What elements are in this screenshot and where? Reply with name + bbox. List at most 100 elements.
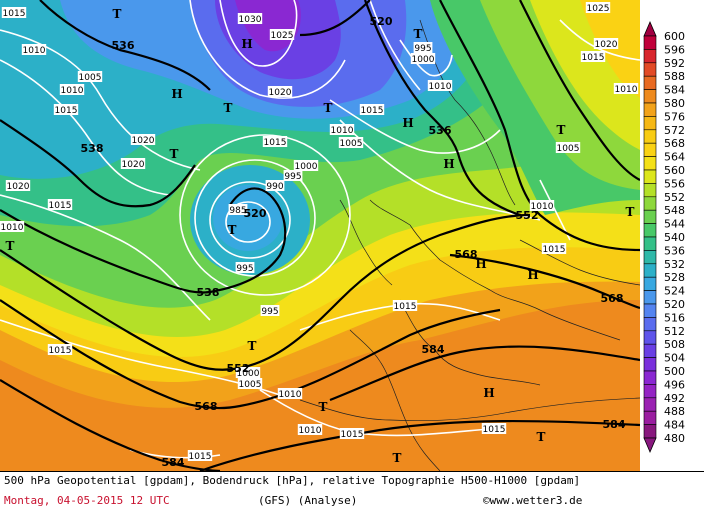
- legend-swatch: [643, 183, 657, 198]
- legend-value: 544: [664, 218, 685, 231]
- legend-labels: 6005965925885845805765725685645605565525…: [664, 30, 685, 445]
- legend-value: 536: [664, 244, 685, 257]
- footer-model: (GFS) (Analyse): [258, 494, 358, 507]
- isobar-label: 1020: [5, 180, 31, 192]
- legend-swatch: [643, 142, 657, 157]
- isobar-label: 1015: [541, 243, 567, 255]
- low-pressure-symbol: T: [537, 430, 546, 444]
- isobar-label: 1000: [293, 160, 319, 172]
- legend-value: 568: [664, 137, 685, 150]
- isobar-label: 1015: [47, 199, 73, 211]
- svg-text:1010: 1010: [61, 86, 84, 96]
- isobar-label: 985: [228, 204, 248, 216]
- svg-text:1010: 1010: [1, 223, 24, 233]
- isobar-label: 1015: [481, 423, 507, 435]
- legend-swatch: [643, 357, 657, 372]
- low-pressure-symbol: T: [414, 27, 423, 41]
- legend-value: 596: [664, 43, 685, 56]
- svg-text:1010: 1010: [429, 82, 452, 92]
- legend-value: 580: [664, 97, 685, 110]
- legend-value: 480: [664, 432, 685, 445]
- legend-value: 576: [664, 110, 685, 123]
- legend-swatch: [643, 209, 657, 224]
- isobar-label: 1020: [593, 38, 619, 50]
- contour-label: 538: [197, 286, 220, 299]
- legend-value: 564: [664, 151, 685, 164]
- isobar-label: 1015: [53, 104, 79, 116]
- legend-value: 508: [664, 338, 685, 351]
- legend-swatch: [643, 290, 657, 305]
- isobar-label: 1005: [338, 137, 364, 149]
- contour-label: 584: [603, 418, 626, 431]
- svg-text:1015: 1015: [49, 346, 72, 356]
- isobar-label: 1010: [529, 200, 555, 212]
- svg-text:1010: 1010: [531, 202, 554, 212]
- pressure-centers: T T H H T T H T H T T T T H H T H T T T: [6, 7, 635, 465]
- legend-value: 540: [664, 231, 685, 244]
- low-pressure-symbol: T: [170, 147, 179, 161]
- isobar-labels: 1015 1010 1005 1010 1015 1020 1020 1020 1015 1010…: [0, 2, 639, 462]
- svg-text:995: 995: [284, 172, 301, 182]
- legend-value: 560: [664, 164, 685, 177]
- isobar-label: 1020: [120, 158, 146, 170]
- legend-swatch: [643, 384, 657, 399]
- svg-text:1025: 1025: [587, 4, 610, 14]
- isobar-label: 1000: [235, 367, 261, 379]
- contour-label: 568: [195, 400, 218, 413]
- isobar-label: 1010: [427, 80, 453, 92]
- high-pressure-symbol: H: [483, 386, 494, 400]
- svg-text:1020: 1020: [269, 88, 292, 98]
- svg-text:1020: 1020: [595, 40, 618, 50]
- legend-swatch: [643, 276, 657, 291]
- contour-label: 520: [370, 15, 393, 28]
- legend-value: 556: [664, 177, 685, 190]
- low-pressure-symbol: T: [626, 205, 635, 219]
- isobar-label: 995: [283, 170, 303, 182]
- legend-value: 500: [664, 365, 685, 378]
- svg-text:1020: 1020: [7, 182, 30, 192]
- svg-text:1010: 1010: [331, 126, 354, 136]
- geopotential-contours: [0, 0, 640, 471]
- isobar-label: 1015: [339, 428, 365, 440]
- isobar-label: 1010: [21, 44, 47, 56]
- low-pressure-symbol: T: [324, 101, 333, 115]
- contour-label: 552: [227, 362, 250, 375]
- high-pressure-symbol: H: [171, 87, 182, 101]
- legend-swatch: [643, 169, 657, 184]
- legend-swatch: [643, 129, 657, 144]
- legend-value: 532: [664, 258, 685, 271]
- legend-value: 552: [664, 191, 685, 204]
- legend-value: 520: [664, 298, 685, 311]
- legend-swatch: [643, 102, 657, 117]
- legend-swatch: [643, 49, 657, 64]
- footer: 500 hPa Geopotential [gpdam], Bodendruck…: [0, 471, 704, 513]
- legend-swatch: [643, 370, 657, 385]
- coastlines: [299, 19, 640, 471]
- isobar-label: 1010: [613, 83, 639, 95]
- isobar-label: 990: [265, 180, 285, 192]
- svg-text:1005: 1005: [340, 139, 363, 149]
- low-pressure-symbol: T: [393, 451, 402, 465]
- weather-map: 1015 1010 1005 1010 1015 1020 1020 1020 1015 1010…: [0, 0, 640, 471]
- legend-value: 528: [664, 271, 685, 284]
- svg-text:995: 995: [414, 44, 431, 54]
- svg-text:1015: 1015: [394, 302, 417, 312]
- svg-text:1005: 1005: [557, 144, 580, 154]
- svg-text:1015: 1015: [189, 452, 212, 462]
- svg-text:1010: 1010: [279, 390, 302, 400]
- legend-swatch: [643, 317, 657, 332]
- low-pressure-symbol: T: [6, 239, 15, 253]
- legend-value: 592: [664, 57, 685, 70]
- legend-swatch: [643, 410, 657, 425]
- isobar-label: 1010: [329, 124, 355, 136]
- isobar-label: 1020: [130, 134, 156, 146]
- isobar-label: 1015: [262, 136, 288, 148]
- legend-value: 588: [664, 70, 685, 83]
- legend-value: 488: [664, 405, 685, 418]
- legend-swatch: [643, 75, 657, 90]
- isobar-label: 1000: [410, 53, 436, 65]
- svg-text:1015: 1015: [582, 53, 605, 63]
- svg-text:995: 995: [236, 264, 253, 274]
- isobar-label: 1025: [585, 2, 611, 14]
- svg-text:1015: 1015: [361, 106, 384, 116]
